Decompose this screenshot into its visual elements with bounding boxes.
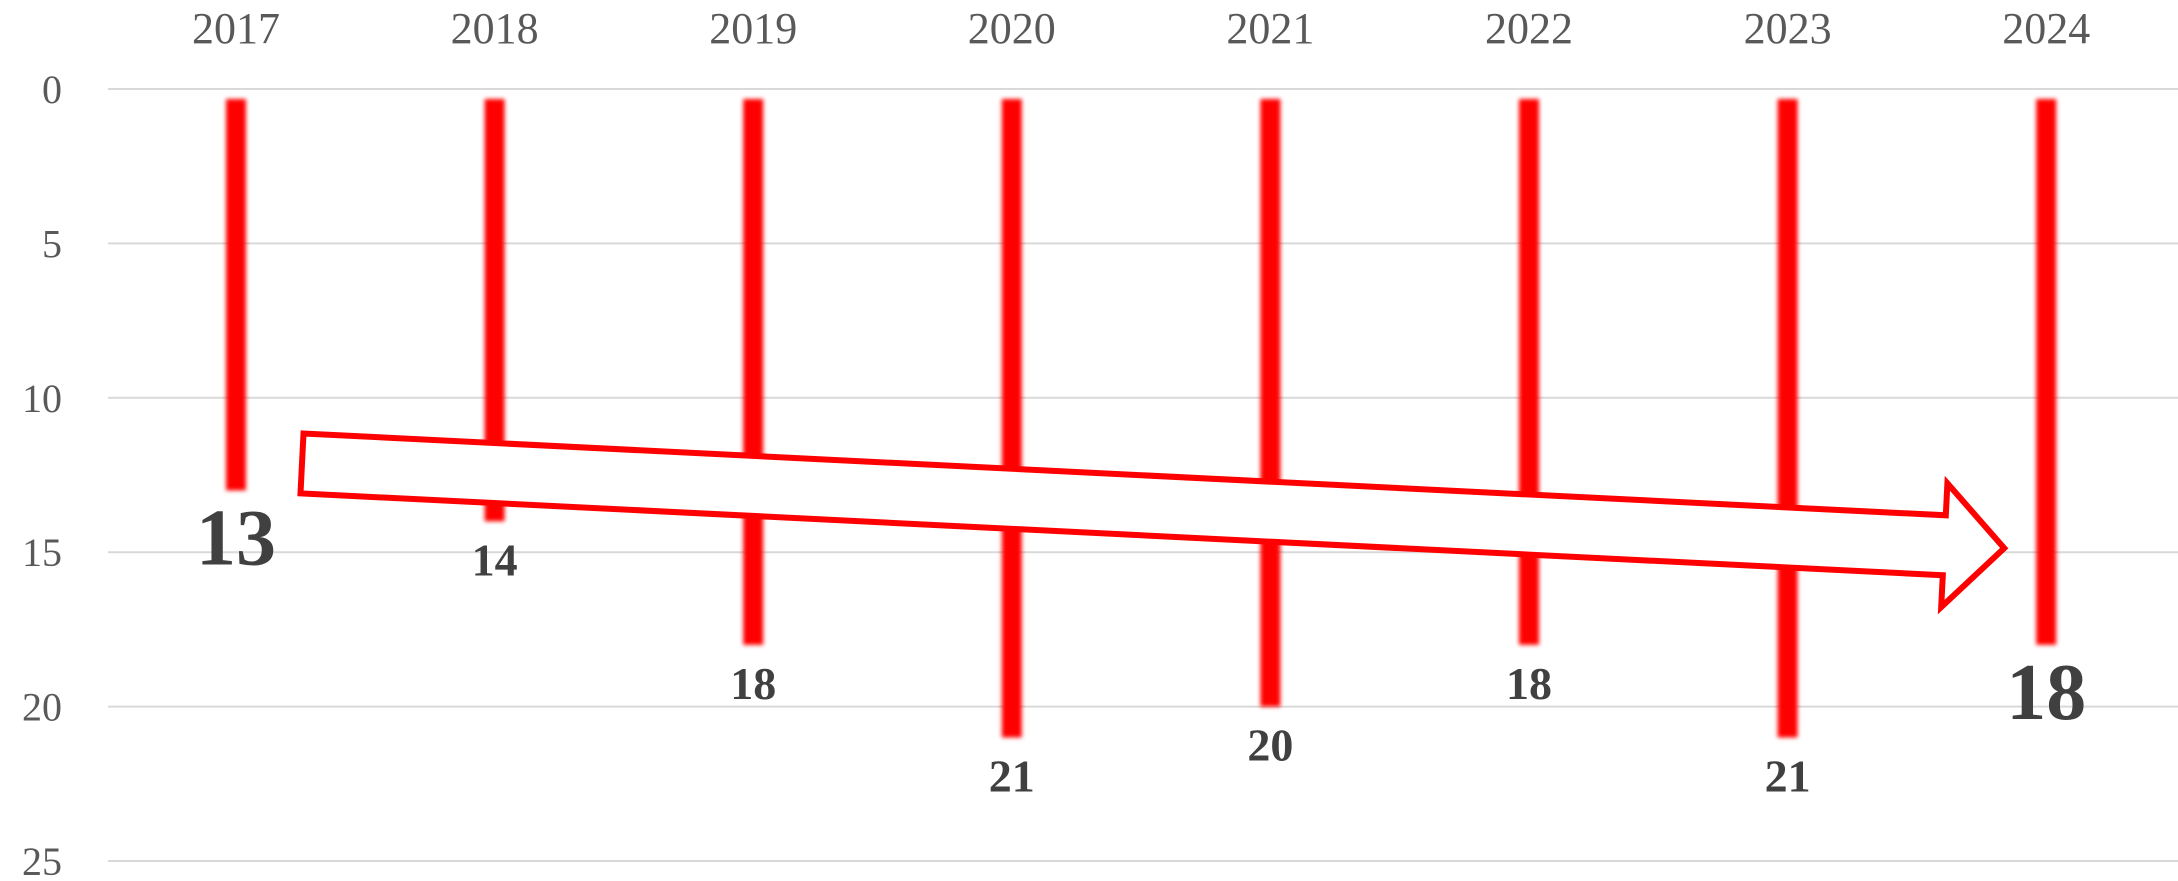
y-tick-label: 10 [22, 376, 62, 421]
value-label-2020: 21 [989, 750, 1035, 801]
bar-2017 [226, 99, 246, 491]
x-axis-categories: 2017 2018 2019 2020 2021 2022 2023 2024 [192, 4, 2090, 53]
value-label-2018: 14 [472, 534, 518, 585]
y-tick-label: 20 [22, 685, 62, 730]
bar-2018 [484, 99, 505, 522]
value-labels: 13 14 18 21 20 18 21 18 [196, 494, 2086, 801]
x-category-label: 2021 [1226, 4, 1314, 53]
bar-2023 [1777, 99, 1798, 738]
value-label-2024: 18 [2006, 649, 2086, 737]
value-label-2017: 13 [196, 494, 276, 582]
trend-arrow-shape [297, 430, 2009, 615]
y-tick-label: 25 [22, 839, 62, 881]
value-label-2023: 21 [1765, 750, 1811, 801]
bar-2021 [1260, 99, 1281, 707]
y-axis-ticks: 0 5 10 15 20 25 [22, 67, 62, 881]
bar-2020 [1001, 99, 1022, 738]
gridlines [108, 88, 2178, 862]
x-category-label: 2022 [1485, 4, 1573, 53]
trend-arrow [297, 430, 2009, 615]
bars [226, 99, 2057, 738]
value-label-2019: 18 [730, 658, 776, 709]
x-category-label: 2018 [451, 4, 539, 53]
y-tick-label: 15 [22, 530, 62, 575]
bar-2022 [1519, 99, 1539, 645]
x-category-label: 2024 [2002, 4, 2090, 53]
value-label-2022: 18 [1506, 658, 1552, 709]
x-category-label: 2019 [709, 4, 797, 53]
x-category-label: 2017 [192, 4, 280, 53]
value-label-2021: 20 [1247, 720, 1293, 771]
bar-2019 [743, 99, 764, 645]
y-tick-label: 0 [42, 67, 62, 112]
y-tick-label: 5 [42, 221, 62, 266]
bar-2024 [2036, 99, 2057, 645]
x-category-label: 2023 [1744, 4, 1832, 53]
x-category-label: 2020 [968, 4, 1056, 53]
